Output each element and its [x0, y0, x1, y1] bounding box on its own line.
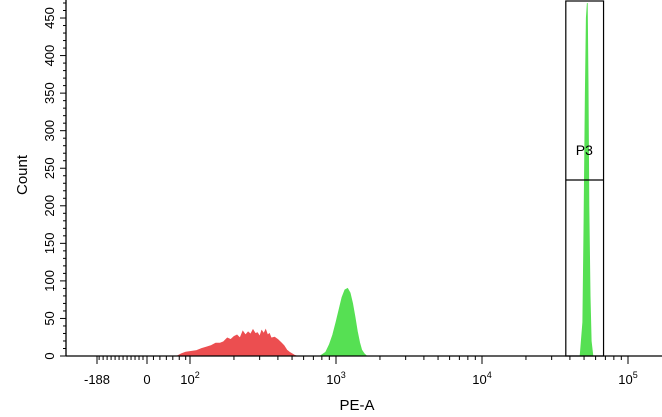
gate-p3-label: P3: [576, 142, 593, 158]
y-tick-label: 300: [42, 120, 57, 142]
y-tick-label: 400: [42, 45, 57, 67]
y-ticks-layer: 0 50 100 150 200 250 300 350 400 450: [42, 2, 66, 360]
histogram-series-1: [176, 328, 298, 357]
y-tick-label: 150: [42, 232, 57, 254]
x-tick-label: 0: [143, 372, 150, 387]
y-tick-label: 200: [42, 195, 57, 217]
histogram-series-layer: [176, 2, 594, 357]
histogram-series-2: [318, 287, 368, 357]
y-tick-label: 100: [42, 270, 57, 292]
y-tick-label: 250: [42, 157, 57, 179]
axes-layer: [65, 0, 662, 357]
y-axis-title: Count: [14, 154, 31, 195]
x-axis-title: PE-A: [339, 397, 374, 414]
x-tick-label: -188: [84, 372, 110, 387]
y-tick-label: 450: [42, 7, 57, 29]
y-tick-label: 350: [42, 82, 57, 104]
y-tick-label: 0: [42, 352, 57, 359]
y-tick-label: 50: [42, 311, 57, 325]
